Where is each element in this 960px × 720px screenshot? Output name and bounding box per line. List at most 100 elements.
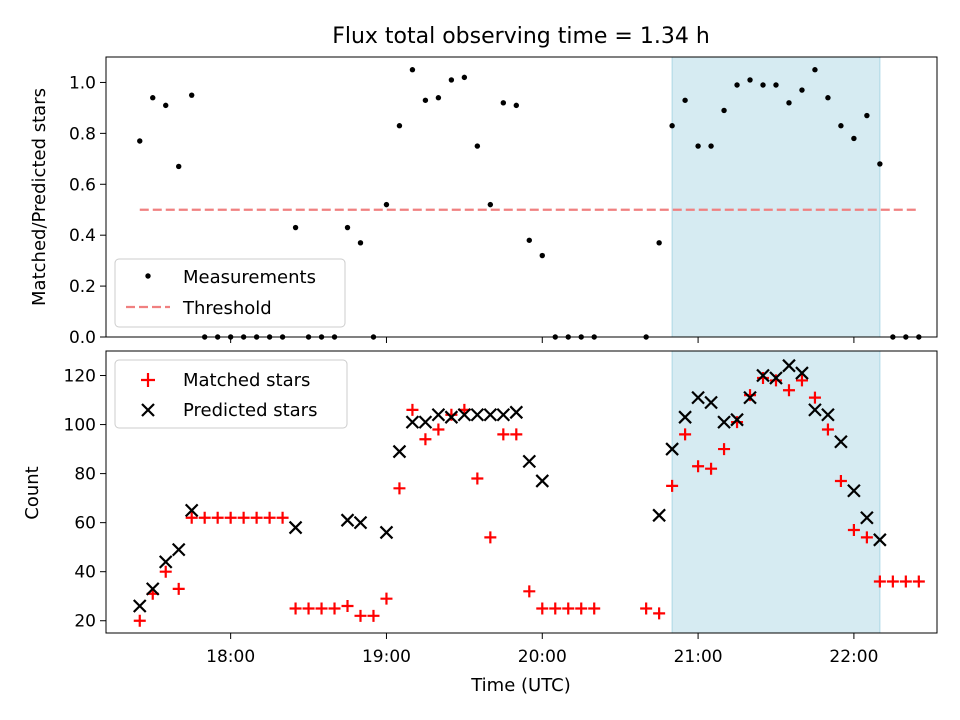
- matched-stars-point: [393, 482, 406, 495]
- predicted-stars-point: [678, 410, 692, 424]
- predicted-stars-point: [457, 407, 472, 422]
- count-panel-marks: [132, 358, 925, 627]
- matched-stars-point: [432, 423, 445, 436]
- legend-measurements-marker: [145, 273, 151, 279]
- predicted-stars-point: [418, 415, 433, 429]
- x-axis-label: Time (UTC): [470, 675, 571, 696]
- count-panel-y-axis: 20 40 60 80 100 120: [64, 367, 106, 632]
- measurement-point: [721, 107, 727, 114]
- measurement-point: [500, 100, 507, 106]
- matched-stars-point: [640, 602, 653, 615]
- matched-stars-point: [536, 602, 549, 615]
- matched-stars-point: [159, 565, 172, 578]
- matched-stars-point: [302, 602, 315, 615]
- y-tick-label-0-2: 0.2: [69, 277, 96, 297]
- count-panel-legend: Matched stars Predicted stars: [114, 359, 348, 429]
- y-tick-label-0-6: 0.6: [69, 175, 96, 195]
- ratio-panel-y-axis: 0.0 0.2 0.4 0.6 0.8 1.0: [69, 73, 106, 348]
- matched-stars-point: [133, 614, 146, 627]
- predicted-stars-point: [431, 407, 446, 422]
- legend-predicted-marker: [141, 403, 155, 417]
- series-predicted-stars: [132, 358, 887, 613]
- predicted-stars-point: [184, 503, 199, 518]
- x-tick-label-21-00: 21:00: [674, 647, 723, 667]
- predicted-stars-point: [522, 454, 537, 469]
- measurement-point: [487, 201, 494, 208]
- matched-stars-point: [834, 474, 847, 487]
- count-panel-x-ticks: [230, 633, 855, 639]
- measurement-point: [734, 82, 740, 88]
- measurement-point: [799, 87, 805, 93]
- ratio-panel-frame: [105, 56, 938, 338]
- measurement-point: [747, 77, 753, 83]
- legend-matched-marker: [141, 373, 155, 387]
- predicted-stars-point: [743, 390, 757, 405]
- legend-measurements-label: Measurements: [183, 267, 316, 288]
- matched-stars-point: [419, 433, 432, 446]
- predicted-stars-point: [808, 403, 822, 417]
- predicted-stars-point: [847, 483, 861, 498]
- measurement-point: [409, 67, 416, 73]
- measurement-point: [357, 240, 364, 246]
- predicted-stars-point: [470, 407, 485, 422]
- matched-stars-point: [198, 511, 211, 524]
- matched-stars-point: [250, 511, 263, 524]
- predicted-stars-point: [353, 515, 368, 530]
- measurement-point: [383, 201, 390, 208]
- y-tick-label-40: 40: [74, 563, 96, 583]
- measurement-point: [188, 92, 195, 98]
- ratio-panel-y-label: Matched/Predicted stars: [29, 88, 50, 306]
- measurement-point: [695, 143, 701, 149]
- chart-title: Flux total observing time = 1.34 h: [332, 24, 710, 49]
- matched-stars-point: [679, 428, 692, 441]
- measurement-point: [435, 95, 442, 101]
- matched-stars-point: [263, 511, 276, 524]
- measurement-point: [851, 135, 857, 142]
- matched-stars-point: [873, 575, 886, 588]
- matched-stars-point: [653, 607, 666, 620]
- measurement-point: [150, 95, 156, 101]
- matched-stars-point: [705, 462, 718, 475]
- measurement-point: [137, 138, 143, 144]
- x-tick-label-22-00: 22:00: [829, 647, 878, 667]
- measurement-point: [708, 143, 714, 149]
- predicted-stars-point: [535, 474, 550, 488]
- matched-stars-point: [341, 600, 354, 613]
- predicted-stars-point: [795, 366, 809, 380]
- y-tick-label-0-0: 0.0: [69, 328, 96, 348]
- matched-stars-point: [718, 443, 731, 456]
- matched-stars-point: [380, 592, 393, 605]
- matched-stars-point: [237, 511, 250, 524]
- predicted-stars-point: [392, 444, 407, 459]
- predicted-stars-point: [340, 513, 355, 527]
- matched-stars-point: [289, 602, 302, 615]
- matched-stars-point: [795, 374, 808, 387]
- count-panel: 20 40 60 80 100 120 Count Matched stars Predi…: [22, 350, 938, 639]
- matched-stars-point: [588, 602, 601, 615]
- matched-stars-point: [562, 602, 575, 615]
- predicted-stars-point: [652, 508, 666, 523]
- x-tick-label-20-00: 20:00: [518, 647, 567, 667]
- predicted-stars-point: [834, 434, 848, 449]
- y-tick-label-60: 60: [74, 514, 96, 534]
- predicted-stars-point: [691, 390, 705, 405]
- predicted-stars-point: [288, 520, 303, 535]
- predicted-stars-point: [704, 395, 718, 410]
- shaded-interval: [671, 56, 881, 338]
- predicted-stars-point: [782, 358, 796, 373]
- legend-box: [114, 258, 346, 328]
- measurement-point: [760, 82, 766, 88]
- matched-stars-point: [510, 428, 523, 441]
- matched-stars-point: [899, 575, 912, 588]
- series-measurements: [137, 67, 922, 340]
- predicted-stars-point: [860, 510, 874, 525]
- matched-stars-point: [549, 602, 562, 615]
- matched-stars-point: [497, 428, 510, 441]
- y-tick-label-0-8: 0.8: [69, 124, 96, 144]
- measurement-point: [864, 112, 870, 119]
- measurement-point: [656, 240, 662, 246]
- matched-stars-point: [484, 531, 497, 544]
- matched-stars-point: [367, 609, 380, 622]
- series-matched-stars: [133, 371, 925, 627]
